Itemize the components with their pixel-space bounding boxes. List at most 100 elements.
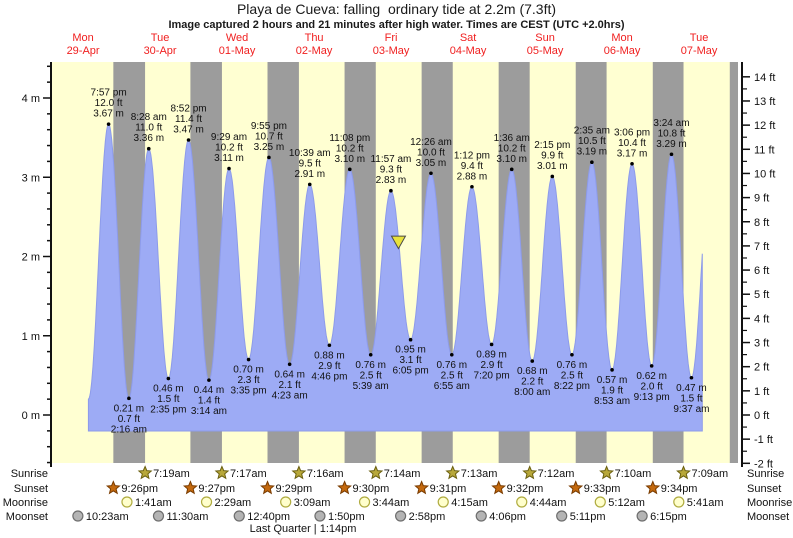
low-tide-point	[610, 368, 614, 372]
astro-time-label: 9:26pm	[121, 483, 158, 495]
low-tide-label: 1.5 ft	[157, 394, 179, 405]
low-tide-label: 0.57 m	[597, 375, 628, 386]
sunset-star-icon	[105, 480, 121, 495]
high-tide-label: 3.25 m	[254, 142, 285, 153]
day-date-label: 29-Apr	[67, 45, 100, 57]
sunset-star-icon	[182, 480, 198, 495]
astro-row-label-right: Moonrise	[747, 497, 792, 509]
astro-time-label: 1:50pm	[328, 511, 365, 523]
sunset-star-icon	[568, 480, 584, 495]
high-tide-label: 2.91 m	[294, 169, 325, 180]
day-name-label: Tue	[151, 32, 170, 44]
high-tide-label: 9.9 ft	[541, 150, 563, 161]
astro-time-label: 5:12am	[608, 497, 645, 509]
high-tide-label: 9:29 am	[211, 132, 247, 143]
astro-row-label-left: Sunrise	[11, 468, 48, 480]
astro-time-label: 3:09am	[294, 497, 331, 509]
day-name-label: Mon	[611, 32, 632, 44]
low-tide-label: 2:35 pm	[150, 405, 186, 416]
moonrise-icon	[516, 496, 528, 508]
low-tide-label: 1.9 ft	[601, 385, 623, 396]
low-tide-label: 0.21 m	[114, 403, 145, 414]
high-tide-label: 9.5 ft	[299, 158, 321, 169]
day-date-label: 04-May	[450, 45, 487, 57]
sunrise-star-icon	[368, 465, 384, 480]
high-tide-label: 7:57 pm	[91, 88, 127, 99]
astro-row-label-right: Moonset	[747, 511, 789, 523]
low-tide-point	[489, 342, 494, 347]
low-tide-point	[166, 376, 171, 381]
day-date-label: 01-May	[219, 45, 256, 57]
high-tide-label: 2.88 m	[457, 171, 488, 182]
high-tide-label: 2:15 pm	[534, 140, 570, 151]
moonrise-icon	[200, 496, 213, 508]
low-tide-label: 2.3 ft	[237, 375, 259, 386]
astro-time-label: 7:13am	[461, 468, 498, 480]
astro-time-label: 6:15pm	[650, 511, 687, 523]
day-date-label: 07-May	[681, 45, 718, 57]
y-axis-right-label: 7 ft	[754, 241, 769, 253]
y-axis-right-label: 1 ft	[754, 386, 769, 398]
low-tide-label: 1.5 ft	[680, 393, 702, 404]
y-axis-right-label: 11 ft	[754, 144, 775, 156]
low-tide-point	[246, 357, 251, 362]
astro-row-label-left: Sunset	[14, 483, 48, 495]
high-tide-label: 11:57 am	[370, 154, 411, 165]
y-axis-left-label: 0 m	[22, 410, 40, 422]
low-tide-label: 5:39 am	[353, 381, 389, 392]
y-axis-right-label: 14 ft	[754, 72, 775, 84]
low-tide-label: 0.47 m	[676, 383, 707, 394]
high-tide-label: 3:06 pm	[614, 127, 650, 138]
astro-time-label: 7:16am	[307, 468, 344, 480]
low-tide-label: 0.76 m	[436, 360, 467, 371]
high-tide-point	[590, 160, 594, 164]
low-tide-label: 6:55 am	[434, 381, 470, 392]
high-tide-point	[630, 161, 634, 166]
y-axis-right-label: 4 ft	[754, 313, 769, 325]
high-tide-point	[509, 167, 514, 172]
low-tide-point	[649, 364, 654, 368]
sunrise-star-icon	[676, 465, 691, 480]
astro-time-label: 12:40pm	[247, 511, 290, 523]
day-date-label: 05-May	[527, 45, 564, 57]
high-tide-label: 10:39 am	[289, 148, 331, 159]
high-tide-label: 3.01 m	[537, 161, 568, 172]
low-tide-label: 0.76 m	[557, 360, 588, 371]
day-date-label: 06-May	[604, 45, 641, 57]
high-tide-point	[389, 188, 393, 193]
astro-time-label: 9:32pm	[507, 483, 544, 495]
day-name-label: Sun	[535, 32, 555, 44]
high-tide-label: 11.4 ft	[175, 114, 202, 125]
low-tide-label: 2.9 ft	[318, 361, 340, 372]
low-tide-label: 9:13 pm	[634, 392, 670, 403]
y-axis-right-label: 13 ft	[754, 96, 775, 108]
y-axis-right-label: 0 ft	[754, 410, 769, 422]
high-tide-point	[146, 146, 151, 151]
astro-time-label: 2:29am	[215, 497, 252, 509]
low-tide-point	[287, 362, 292, 367]
low-tide-label: 1.4 ft	[198, 396, 220, 407]
sunrise-star-icon	[445, 465, 461, 480]
y-axis-right-label: 10 ft	[754, 168, 775, 180]
moonset-icon	[233, 510, 245, 522]
low-tide-label: 2.0 ft	[641, 381, 663, 392]
high-tide-label: 10.2 ft	[215, 143, 243, 154]
high-tide-label: 3.36 m	[133, 133, 164, 144]
day-date-label: 30-Apr	[144, 45, 177, 57]
high-tide-label: 12:26 am	[410, 137, 452, 148]
low-tide-point	[449, 352, 454, 357]
low-tide-label: 2.5 ft	[561, 370, 583, 381]
moonset-icon	[72, 510, 84, 522]
astro-time-label: 4:06pm	[489, 511, 526, 523]
moonset-icon	[475, 510, 487, 522]
astro-time-label: 5:11pm	[570, 511, 606, 523]
low-tide-label: 7:20 pm	[474, 370, 510, 381]
low-tide-label: 2.5 ft	[360, 370, 382, 381]
moonrise-icon	[437, 496, 449, 508]
y-axis-right-label: 12 ft	[754, 120, 775, 132]
day-name-label: Fri	[385, 32, 398, 44]
sunset-star-icon	[337, 480, 352, 495]
high-tide-label: 10.0 ft	[417, 147, 445, 158]
high-tide-label: 2.83 m	[376, 175, 407, 186]
page-title: Playa de Cueva: falling ordinary tide at…	[236, 1, 557, 17]
